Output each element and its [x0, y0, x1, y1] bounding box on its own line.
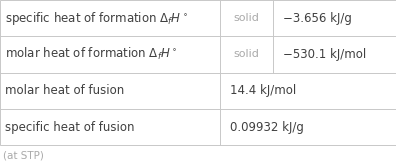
- Text: solid: solid: [234, 13, 259, 23]
- Bar: [0, 0, 396, 145]
- Text: −530.1 kJ/mol: −530.1 kJ/mol: [283, 48, 366, 61]
- Text: specific heat of fusion: specific heat of fusion: [5, 121, 134, 133]
- Text: −3.656 kJ/g: −3.656 kJ/g: [283, 12, 352, 25]
- Text: 14.4 kJ/mol: 14.4 kJ/mol: [230, 84, 296, 97]
- Text: specific heat of formation $\Delta_f H^\circ$: specific heat of formation $\Delta_f H^\…: [5, 10, 188, 27]
- Text: (at STP): (at STP): [3, 150, 44, 160]
- Text: solid: solid: [234, 50, 259, 59]
- Text: molar heat of formation $\Delta_f H^\circ$: molar heat of formation $\Delta_f H^\cir…: [5, 46, 177, 63]
- Text: 0.09932 kJ/g: 0.09932 kJ/g: [230, 121, 304, 133]
- Text: molar heat of fusion: molar heat of fusion: [5, 84, 124, 97]
